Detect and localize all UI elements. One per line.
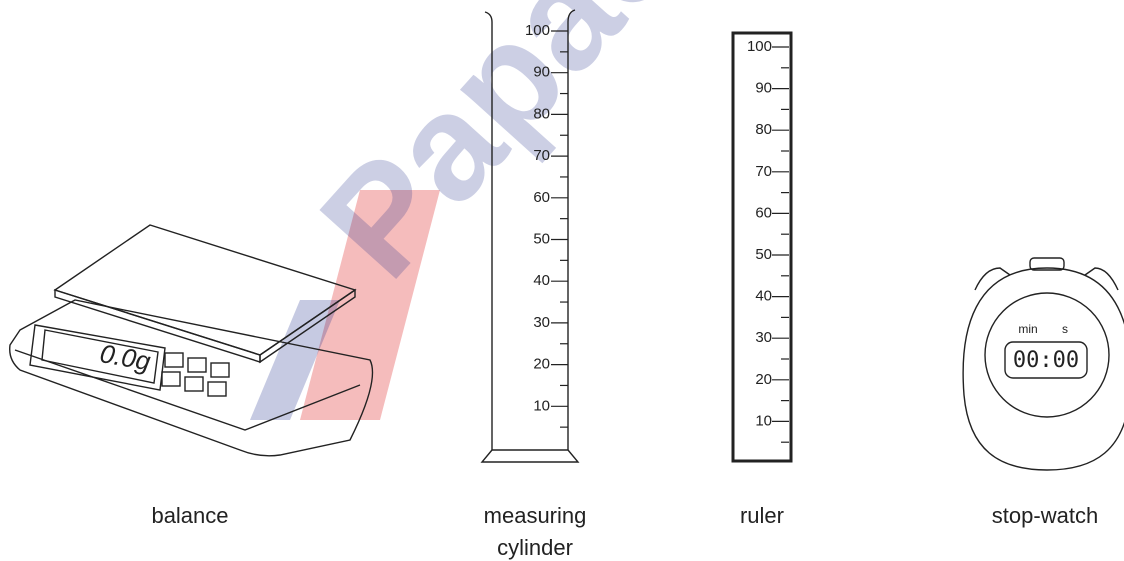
scale-label: 40 (755, 288, 772, 305)
scale-label: 10 (533, 397, 550, 414)
scale-label: 30 (533, 314, 550, 331)
scale-label: 60 (755, 204, 772, 221)
min-label: min (1018, 322, 1037, 336)
scale-label: 50 (755, 246, 772, 263)
scale-label: 20 (533, 356, 550, 373)
scale-label: 40 (533, 272, 550, 289)
scale-label: 80 (533, 105, 550, 122)
caption: ruler (740, 503, 784, 528)
stop-watch-display: 00:00 (1013, 348, 1079, 373)
caption: stop-watch (992, 503, 1098, 528)
scale-label: 90 (533, 64, 550, 81)
scale-label: 10 (755, 412, 772, 429)
scale-label: 60 (533, 189, 550, 206)
scale-label: 70 (755, 163, 772, 180)
ruler: 100 90 80 70 60 50 40 30 20 10 (733, 33, 791, 461)
scale-label: 30 (755, 329, 772, 346)
caption: balance (151, 503, 228, 528)
caption: measuring (484, 503, 587, 528)
scale-label: 100 (525, 22, 550, 39)
scale-label: 50 (533, 230, 550, 247)
scale-label: 90 (755, 80, 772, 97)
watermark: Papac (250, 0, 709, 420)
scale-label: 100 (747, 38, 772, 55)
s-label: s (1062, 322, 1068, 336)
stop-watch: min s 00:00 (963, 258, 1124, 470)
scale-label: 70 (533, 147, 550, 164)
equipment-diagram: Papac 0.0g 100908070605040302010 1009080… (0, 0, 1124, 561)
caption: cylinder (497, 535, 573, 560)
scale-label: 80 (755, 121, 772, 138)
scale-label: 20 (755, 371, 772, 388)
